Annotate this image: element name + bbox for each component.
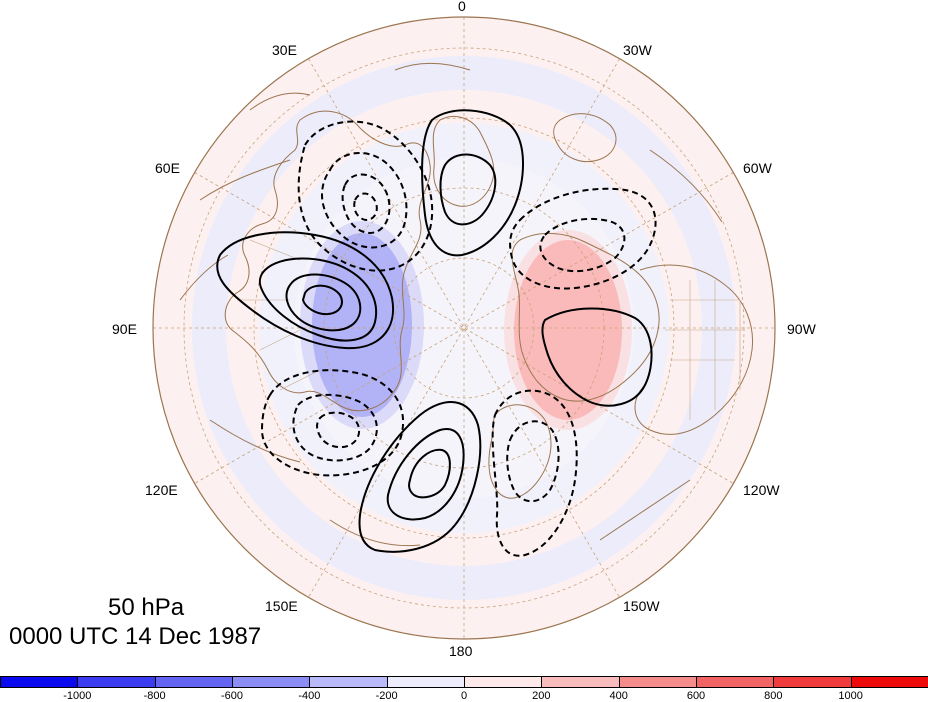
lon-label-60e: 60E (155, 160, 180, 176)
lon-label-0: 0 (458, 0, 466, 14)
colorbar-box (696, 676, 775, 688)
negative-anomaly-halo (300, 221, 424, 429)
lon-label-60w: 60W (743, 160, 772, 176)
level-label: 50 hPa (108, 594, 185, 621)
lon-label-150w: 150W (623, 598, 660, 614)
colorbar-tick-label: 1000 (838, 690, 863, 702)
colorbar-box (541, 676, 620, 688)
lon-label-30e: 30E (272, 42, 297, 58)
colorbar-tick-label: 200 (532, 690, 551, 702)
colorbar-tick-label: -200 (375, 690, 398, 702)
colorbar-box (464, 676, 543, 688)
colorbar-tick-label: -800 (143, 690, 166, 702)
time-label: 0000 UTC 14 Dec 1987 (9, 623, 262, 650)
lon-label-90e: 90E (112, 321, 137, 337)
colorbar-tick-label: 800 (764, 690, 783, 702)
colorbar-box (77, 676, 156, 688)
shaded-field (153, 17, 775, 639)
colorbar-box (850, 676, 928, 688)
map-border (152, 16, 776, 640)
colorbar-tick-label: -400 (298, 690, 321, 702)
colorbar-box (309, 676, 388, 688)
lon-label-180: 180 (449, 643, 473, 659)
positive-contours (216, 109, 653, 553)
colorbar-tick-label: 600 (686, 690, 706, 702)
colorbar-box (232, 676, 311, 688)
colorbar-box (0, 676, 79, 688)
lon-label-150e: 150E (265, 598, 298, 614)
graticule (153, 17, 775, 639)
lon-label-120e: 120E (145, 482, 178, 498)
lon-label-30w: 30W (623, 42, 652, 58)
negative-contours (260, 120, 657, 557)
colorbar-tick-label: -600 (220, 690, 244, 702)
lon-label-120w: 120W (743, 482, 780, 498)
lon-label-90w: 90W (787, 321, 816, 337)
country-borders (240, 239, 745, 420)
colorbar-box (618, 676, 697, 688)
colorbar-box (773, 676, 852, 688)
colorbar-tick-label: 400 (609, 690, 628, 702)
colorbar-tick-label: -1000 (63, 690, 92, 702)
colorbar (0, 676, 928, 690)
colorbar-box (386, 676, 465, 688)
colorbar-tick-label: 0 (460, 690, 468, 702)
colorbar-box (154, 676, 233, 688)
